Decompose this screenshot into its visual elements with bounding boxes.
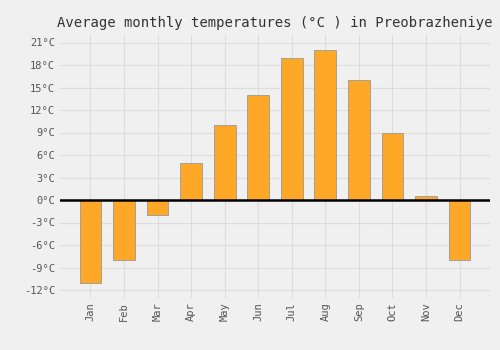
Bar	[448, 200, 470, 260]
Bar	[80, 200, 102, 282]
Bar	[281, 57, 302, 200]
Bar	[382, 133, 404, 200]
Bar	[113, 200, 135, 260]
Bar	[180, 162, 202, 200]
Bar	[314, 50, 336, 200]
Bar	[415, 196, 437, 200]
Bar	[146, 200, 169, 215]
Bar	[248, 95, 269, 200]
Title: Average monthly temperatures (°C ) in Preobrazheniye: Average monthly temperatures (°C ) in Pr…	[57, 16, 493, 30]
Bar	[348, 80, 370, 200]
Bar	[214, 125, 236, 200]
